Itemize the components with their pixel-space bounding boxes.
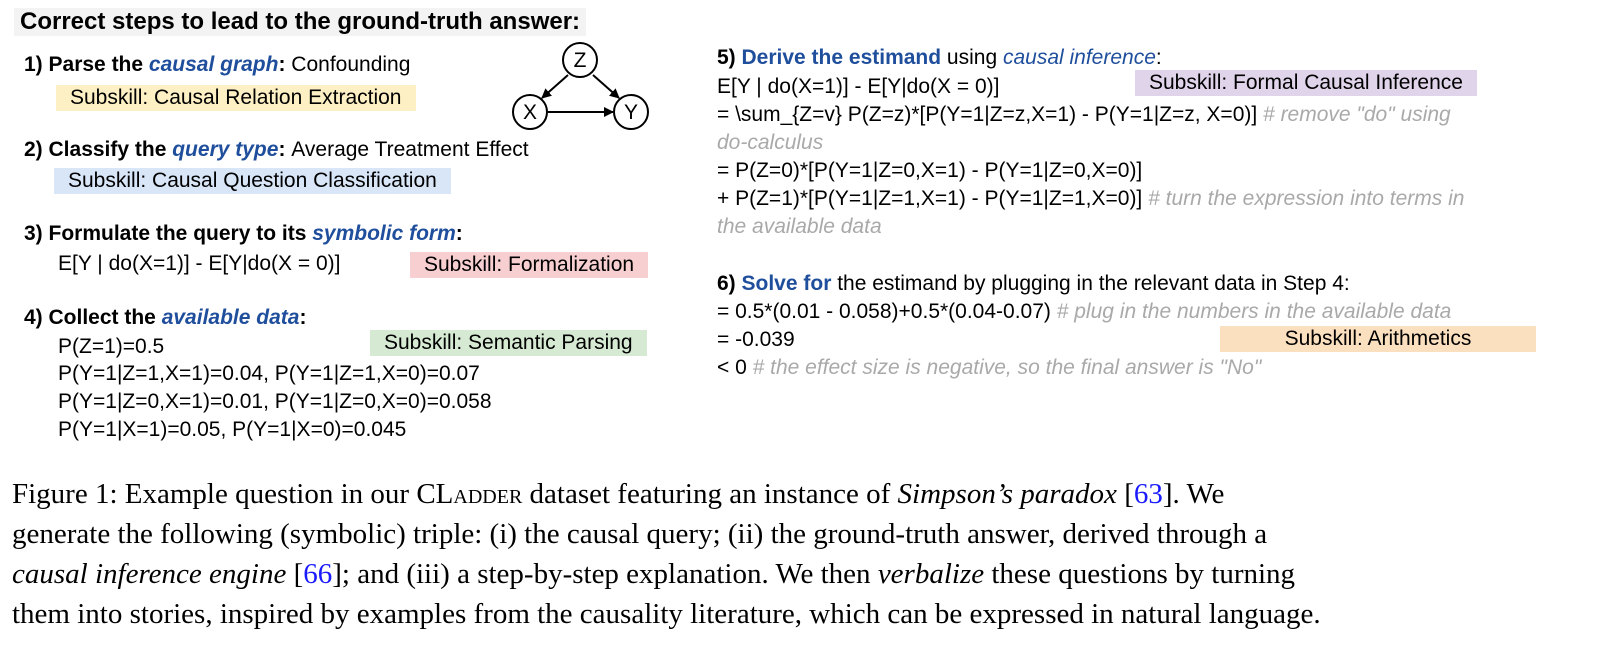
caption-line-2: generate the following (symbolic) triple… bbox=[12, 518, 1268, 550]
causal-graph-diagram: Z X Y bbox=[512, 42, 649, 130]
subskill-badge-causal-question-classification: Subskill: Causal Question Classification bbox=[54, 168, 451, 194]
step-6-line-1: = 0.5*(0.01 - 0.058)+0.5*(0.04-0.07) # p… bbox=[717, 300, 1452, 323]
figure-heading: Correct steps to lead to the ground-trut… bbox=[14, 8, 587, 36]
step-5-line-4: + P(Z=1)*[P(Y=1|Z=1,X=1) - P(Y=1|Z=1,X=0… bbox=[717, 187, 1465, 210]
caption-line-3: causal inference engine [66]; and (iii) … bbox=[12, 558, 1296, 590]
graph-node-z-label: Z bbox=[574, 49, 587, 72]
step-5-line-3: = P(Z=0)*[P(Y=1|Z=0,X=1) - P(Y=1|Z=0,X=0… bbox=[717, 159, 1143, 182]
step-5-line-2: = \sum_{Z=v} P(Z=z)*[P(Y=1|Z=z,X=1) - P(… bbox=[717, 103, 1451, 126]
step-1: 1) Parse the causal graph: Confounding bbox=[24, 53, 411, 76]
subskill-badge-arithmetics: Subskill: Arithmetics bbox=[1220, 326, 1536, 352]
step-6-line-3: < 0 # the effect size is negative, so th… bbox=[717, 356, 1262, 379]
edge-z-to-y bbox=[592, 74, 620, 99]
graph-node-x bbox=[512, 94, 548, 130]
citation-link-66[interactable]: 66 bbox=[303, 558, 333, 590]
data-line-1: P(Z=1)=0.5 bbox=[58, 335, 165, 358]
step-3: 3) Formulate the query to its symbolic f… bbox=[24, 222, 463, 245]
step-3-symbolic-expression: E[Y | do(X=1)] - E[Y|do(X = 0)] bbox=[58, 252, 341, 275]
step-6-line-2: = -0.039 bbox=[717, 328, 795, 351]
edge-z-to-x bbox=[541, 74, 569, 99]
graph-node-x-label: X bbox=[523, 101, 537, 124]
step-2: 2) Classify the query type: Average Trea… bbox=[24, 138, 529, 161]
graph-node-y bbox=[613, 94, 649, 130]
subskill-badge-formalization: Subskill: Formalization bbox=[410, 252, 649, 278]
subskill-badge-formal-causal-inference: Subskill: Formal Causal Inference bbox=[1135, 70, 1477, 96]
step-5-comment-4: the available data bbox=[717, 215, 882, 238]
step-5-comment-2: do-calculus bbox=[717, 131, 824, 154]
graph-node-y-label: Y bbox=[624, 101, 638, 124]
caption-line-1: Figure 1: Example question in our CLadde… bbox=[12, 478, 1225, 510]
data-line-2: P(Y=1|Z=1,X=1)=0.04, P(Y=1|Z=1,X=0)=0.07 bbox=[58, 362, 480, 385]
subskill-badge-causal-relation-extraction: Subskill: Causal Relation Extraction bbox=[56, 85, 416, 111]
caption-line-4: them into stories, inspired by examples … bbox=[12, 598, 1321, 630]
step-4: 4) Collect the available data: bbox=[24, 306, 307, 329]
step-5: 5) Derive the estimand using causal infe… bbox=[717, 46, 1162, 69]
citation-link-63[interactable]: 63 bbox=[1133, 478, 1163, 510]
step-5-line-1: E[Y | do(X=1)] - E[Y|do(X = 0)] bbox=[717, 75, 1000, 98]
step-6: 6) Solve for the estimand by plugging in… bbox=[717, 272, 1350, 295]
data-line-4: P(Y=1|X=1)=0.05, P(Y=1|X=0)=0.045 bbox=[58, 418, 407, 441]
subskill-badge-semantic-parsing: Subskill: Semantic Parsing bbox=[370, 330, 647, 356]
graph-node-z bbox=[562, 42, 598, 78]
data-line-3: P(Y=1|Z=0,X=1)=0.01, P(Y=1|Z=0,X=0)=0.05… bbox=[58, 390, 492, 413]
